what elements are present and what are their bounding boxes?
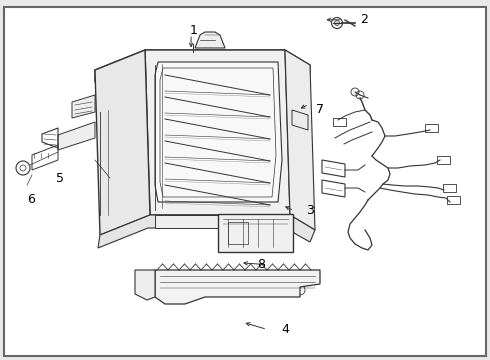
- Polygon shape: [58, 122, 95, 150]
- Text: 1: 1: [190, 24, 197, 37]
- Polygon shape: [95, 50, 150, 235]
- Polygon shape: [195, 32, 225, 48]
- Polygon shape: [285, 50, 315, 230]
- Text: 7: 7: [316, 103, 324, 116]
- Polygon shape: [98, 215, 315, 248]
- Polygon shape: [135, 270, 155, 300]
- Circle shape: [335, 21, 340, 26]
- Polygon shape: [145, 50, 290, 215]
- Text: 2: 2: [360, 13, 368, 26]
- Text: 8: 8: [257, 258, 265, 271]
- Polygon shape: [72, 95, 95, 118]
- Polygon shape: [155, 215, 285, 228]
- Polygon shape: [218, 214, 293, 252]
- Polygon shape: [155, 62, 282, 202]
- Polygon shape: [155, 270, 320, 304]
- Text: 3: 3: [306, 204, 314, 217]
- Text: 5: 5: [56, 172, 64, 185]
- Polygon shape: [95, 50, 310, 92]
- Text: 6: 6: [27, 193, 35, 206]
- Text: 4: 4: [282, 323, 290, 336]
